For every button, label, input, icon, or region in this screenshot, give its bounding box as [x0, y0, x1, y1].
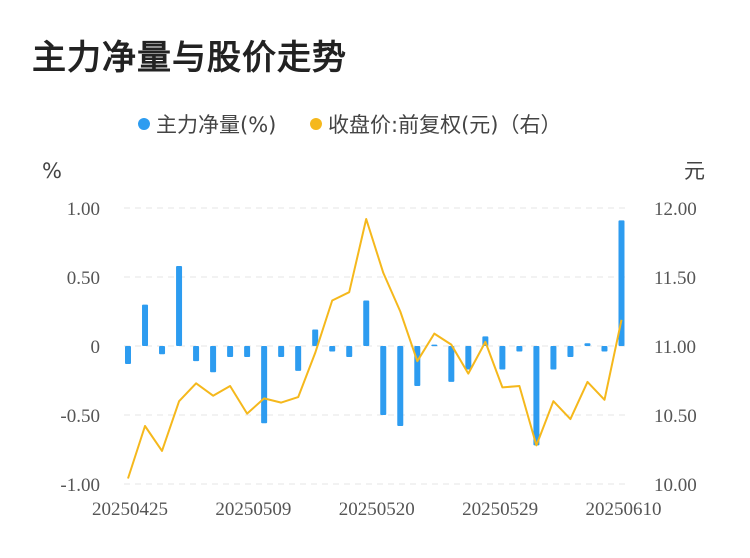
- legend-marker-line: [310, 118, 322, 130]
- legend-marker-bar: [138, 118, 150, 130]
- x-tick-label: 20250529: [462, 499, 538, 520]
- x-tick-label: 20250520: [339, 499, 415, 520]
- bar: [397, 346, 404, 427]
- bar-series: [125, 220, 625, 446]
- y-left-tick-label: 0.50: [67, 268, 100, 289]
- price-line: [127, 218, 623, 479]
- legend-label-bar: 主力净量(%): [156, 113, 276, 137]
- left-axis-ticks: 1.00 0.50 0 -0.50 -1.00: [60, 199, 100, 496]
- y-left-tick-label: 1.00: [67, 199, 100, 220]
- x-tick-label: 20250509: [215, 499, 291, 520]
- bar: [193, 346, 200, 362]
- bar: [533, 346, 540, 446]
- bar: [550, 346, 557, 370]
- bar: [159, 346, 166, 355]
- right-axis-ticks: 12.00 11.50 11.00 10.50 10.00: [654, 199, 697, 496]
- bar: [601, 346, 608, 352]
- bar: [278, 346, 285, 358]
- bar: [363, 300, 370, 346]
- bar: [125, 346, 131, 364]
- y-left-tick-label: -0.50: [60, 406, 100, 427]
- bar: [499, 346, 506, 370]
- bar: [567, 346, 574, 358]
- right-axis-unit: 元: [684, 159, 705, 183]
- bar: [584, 343, 591, 346]
- bar: [176, 265, 183, 346]
- bar: [312, 329, 319, 346]
- bar: [210, 346, 217, 373]
- legend-label-line: 收盘价:前复权(元)（右）: [328, 113, 561, 137]
- line-series: [127, 218, 623, 479]
- left-axis-unit: %: [42, 159, 62, 183]
- y-right-tick-label: 10.50: [654, 406, 697, 427]
- bar: [244, 346, 251, 358]
- y-right-tick-label: 11.50: [654, 268, 696, 289]
- bar: [346, 346, 353, 358]
- bar: [142, 304, 149, 346]
- bar: [329, 346, 336, 352]
- bar: [618, 220, 625, 346]
- chart-title: 主力净量与股价走势: [32, 38, 347, 78]
- legend: 主力净量(%) 收盘价:前复权(元)（右）: [138, 113, 561, 137]
- y-right-tick-label: 11.00: [654, 337, 696, 358]
- bar: [516, 346, 523, 352]
- gridlines: [124, 207, 630, 485]
- x-tick-label: 20250610: [585, 499, 661, 520]
- bar: [465, 346, 472, 370]
- bar: [295, 346, 302, 371]
- x-axis-ticks: 20250425 20250509 20250520 20250529 20250610: [92, 499, 661, 520]
- y-right-tick-label: 10.00: [654, 475, 697, 496]
- bar: [261, 346, 268, 424]
- bar: [448, 346, 455, 382]
- x-tick-label: 20250425: [92, 499, 168, 520]
- y-left-tick-label: -1.00: [60, 475, 100, 496]
- bar: [431, 344, 438, 347]
- bar: [380, 346, 387, 415]
- bar: [227, 346, 234, 358]
- y-left-tick-label: 0: [91, 337, 101, 358]
- y-right-tick-label: 12.00: [654, 199, 697, 220]
